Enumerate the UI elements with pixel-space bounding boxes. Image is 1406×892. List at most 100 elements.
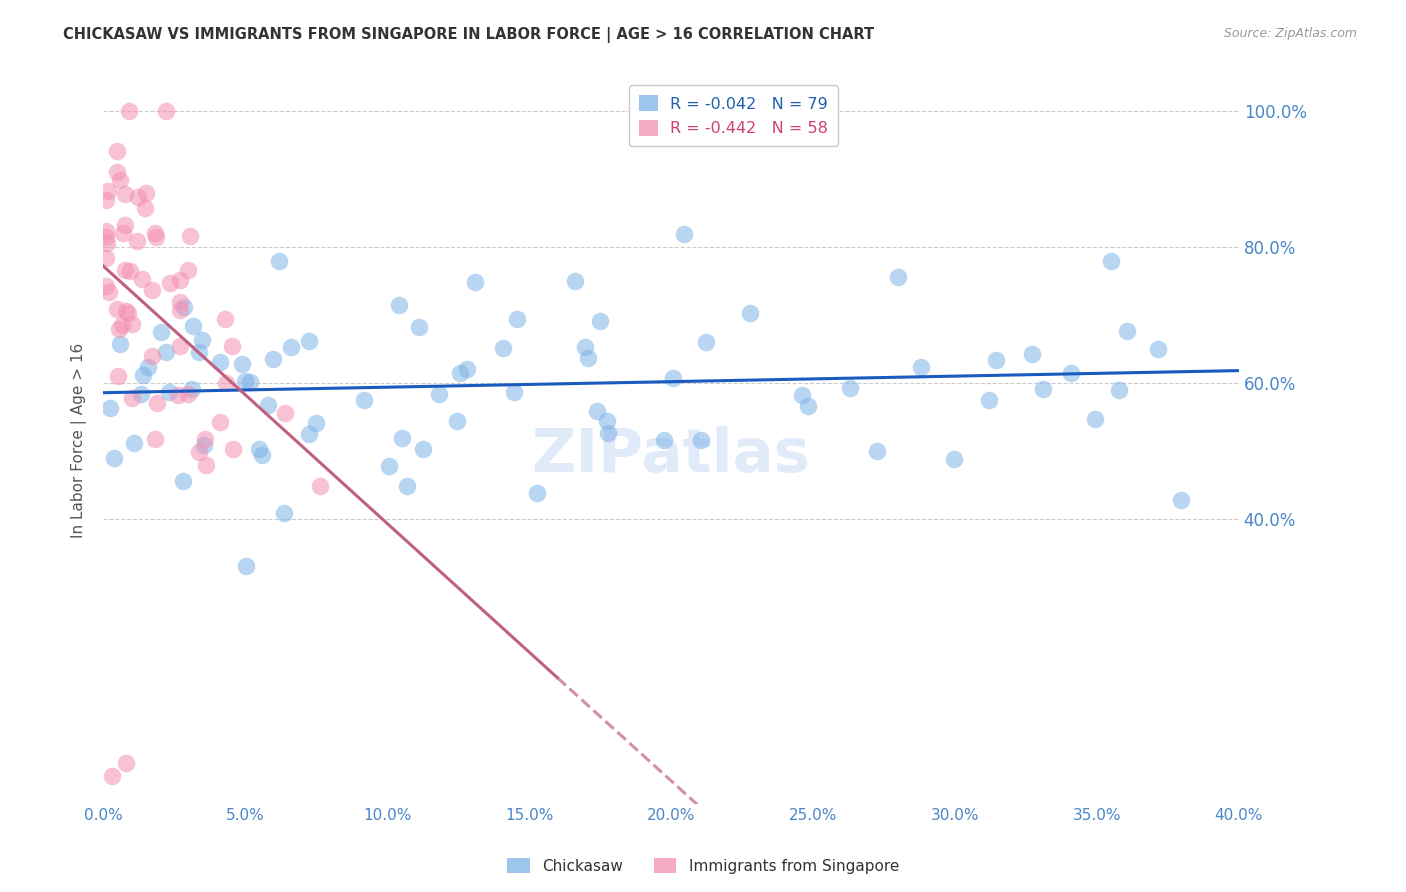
Point <box>839 381 862 395</box>
Point <box>150 326 173 340</box>
Point <box>378 458 401 473</box>
Point <box>1084 411 1107 425</box>
Point <box>247 442 270 457</box>
Point <box>141 349 163 363</box>
Point <box>180 383 202 397</box>
Point <box>239 375 262 389</box>
Point <box>492 341 515 355</box>
Point <box>305 416 328 430</box>
Point <box>194 432 217 446</box>
Point <box>446 414 468 428</box>
Point <box>136 360 159 375</box>
Point <box>910 359 932 374</box>
Point <box>110 173 132 187</box>
Point <box>169 338 191 352</box>
Point <box>97 185 120 199</box>
Point <box>256 398 278 412</box>
Point <box>280 340 302 354</box>
Point <box>596 425 619 440</box>
Point <box>143 226 166 240</box>
Point <box>173 300 195 314</box>
Point <box>252 448 274 462</box>
Point <box>131 271 153 285</box>
Point <box>298 334 321 348</box>
Point <box>1021 347 1043 361</box>
Legend: Chickasaw, Immigrants from Singapore: Chickasaw, Immigrants from Singapore <box>501 852 905 880</box>
Point <box>792 388 814 402</box>
Point <box>94 193 117 207</box>
Point <box>690 433 713 447</box>
Point <box>195 458 218 473</box>
Point <box>273 506 295 520</box>
Point <box>464 276 486 290</box>
Point <box>134 201 156 215</box>
Point <box>235 558 257 573</box>
Point <box>146 396 169 410</box>
Point <box>118 264 141 278</box>
Point <box>96 235 118 250</box>
Point <box>661 370 683 384</box>
Point <box>108 322 131 336</box>
Point <box>191 333 214 347</box>
Point <box>449 366 471 380</box>
Point <box>866 443 889 458</box>
Point <box>740 305 762 319</box>
Point <box>395 478 418 492</box>
Point <box>1147 343 1170 357</box>
Point <box>412 442 434 456</box>
Point <box>94 224 117 238</box>
Point <box>159 276 181 290</box>
Point <box>121 318 143 332</box>
Point <box>94 251 117 265</box>
Point <box>127 190 149 204</box>
Point <box>110 337 132 351</box>
Point <box>94 229 117 244</box>
Point <box>1170 492 1192 507</box>
Point <box>100 769 122 783</box>
Point <box>193 438 215 452</box>
Point <box>456 362 478 376</box>
Point <box>215 376 238 391</box>
Point <box>107 165 129 179</box>
Point <box>117 306 139 320</box>
Y-axis label: In Labor Force | Age > 16: In Labor Force | Age > 16 <box>72 343 87 538</box>
Point <box>143 432 166 446</box>
Point <box>1060 366 1083 380</box>
Point <box>145 229 167 244</box>
Point <box>111 318 134 332</box>
Point <box>353 393 375 408</box>
Point <box>943 452 966 467</box>
Point <box>132 368 155 383</box>
Point <box>673 227 696 241</box>
Point <box>125 234 148 248</box>
Point <box>1099 253 1122 268</box>
Point <box>141 284 163 298</box>
Point <box>222 442 245 456</box>
Point <box>388 298 411 312</box>
Point <box>979 392 1001 407</box>
Point <box>427 387 450 401</box>
Point <box>262 352 284 367</box>
Point <box>596 414 619 428</box>
Point <box>115 756 138 770</box>
Point <box>187 444 209 458</box>
Point <box>652 434 675 448</box>
Text: ZIPatlas: ZIPatlas <box>531 425 810 484</box>
Point <box>176 386 198 401</box>
Point <box>797 399 820 413</box>
Point <box>408 320 430 334</box>
Point <box>309 479 332 493</box>
Point <box>564 274 586 288</box>
Point <box>135 186 157 200</box>
Point <box>209 415 232 429</box>
Point <box>169 302 191 317</box>
Point <box>1032 382 1054 396</box>
Point <box>221 339 243 353</box>
Point <box>588 313 610 327</box>
Point <box>179 228 201 243</box>
Point <box>114 218 136 232</box>
Point <box>114 263 136 277</box>
Point <box>984 352 1007 367</box>
Point <box>172 474 194 488</box>
Point <box>105 144 128 158</box>
